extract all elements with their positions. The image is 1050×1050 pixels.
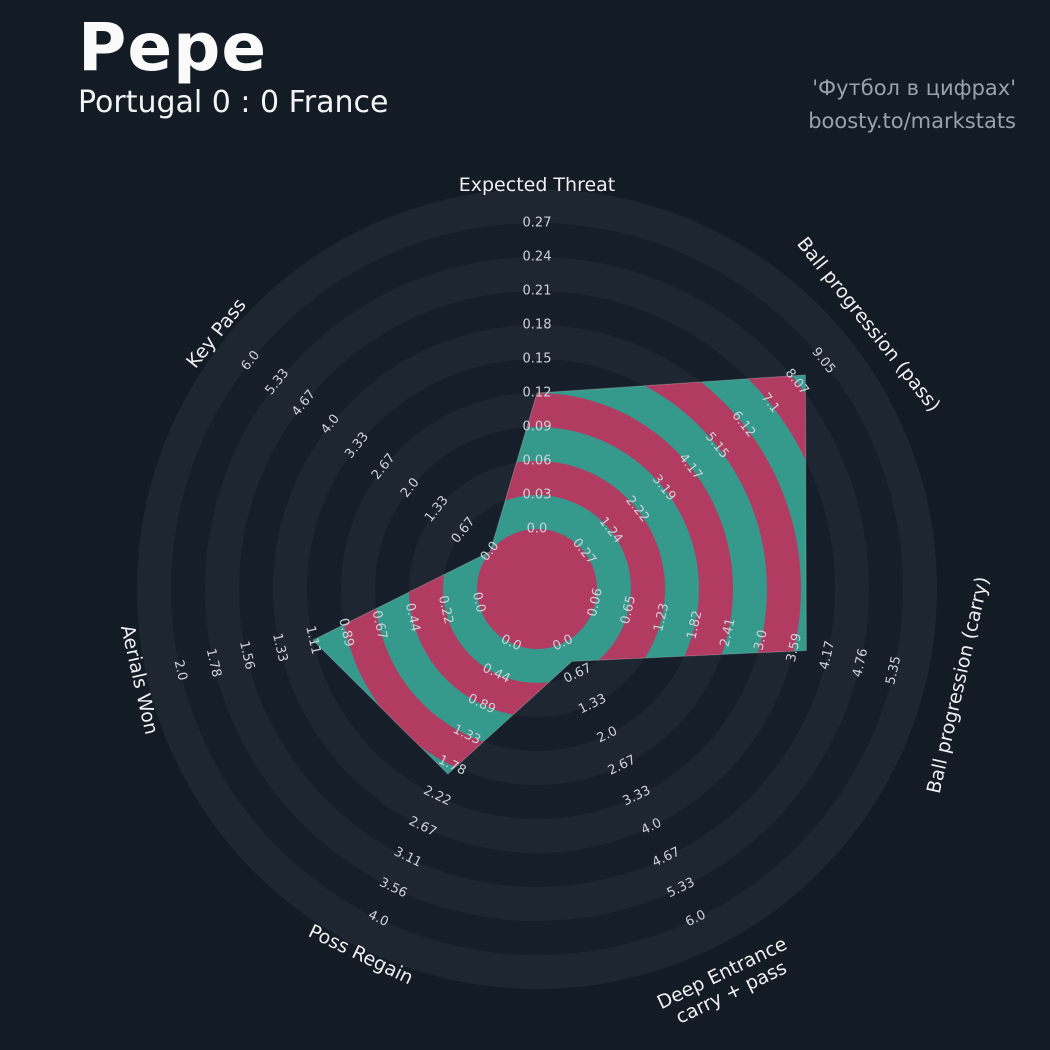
axis-tick-label: 0.65 bbox=[618, 594, 639, 626]
axis-tick-label: 1.56 bbox=[236, 640, 257, 672]
axis-tick-label: 4.76 bbox=[850, 647, 871, 679]
axis-tick-label: 0.89 bbox=[335, 617, 356, 649]
axis-tick-label: 1.82 bbox=[684, 609, 705, 641]
axis-tick-label: 1.33 bbox=[269, 632, 290, 664]
axis-tick-label: 0.15 bbox=[523, 352, 552, 367]
axis-tick-label: 0.12 bbox=[523, 386, 552, 401]
axis-tick-label: 0.06 bbox=[523, 454, 552, 469]
player-name: Pepe bbox=[78, 9, 268, 86]
axis-tick-label: 0.0 bbox=[469, 591, 488, 615]
axis-tick-label: 0.06 bbox=[585, 587, 606, 619]
axis-tick-label: 0.0 bbox=[527, 522, 548, 537]
radar-area-outline bbox=[312, 374, 807, 775]
axis-tick-label: 3.59 bbox=[784, 632, 805, 664]
match-score: Portugal 0 : 0 France bbox=[78, 85, 389, 121]
header: Pepe Portugal 0 : 0 France 'Футбол в циф… bbox=[78, 14, 1016, 137]
axis-tick-label: 0.44 bbox=[402, 602, 423, 634]
axis-tick-label: 1.78 bbox=[203, 647, 224, 679]
axis-tick-label: 0.09 bbox=[523, 420, 552, 435]
axis-tick-label: 2.41 bbox=[718, 617, 739, 649]
axis-tick-label: 1.23 bbox=[651, 602, 672, 634]
axis-tick-label: 0.03 bbox=[523, 488, 552, 503]
axis-tick-label: 0.22 bbox=[435, 594, 456, 626]
axis-tick-label: 0.18 bbox=[523, 318, 552, 333]
axis-tick-label: 1.11 bbox=[302, 624, 323, 656]
axis-tick-label: 0.27 bbox=[523, 216, 552, 231]
axis-tick-label: 0.24 bbox=[523, 250, 552, 265]
axis-tick-label: 0.67 bbox=[369, 609, 390, 641]
watermark: 'Футбол в цифрах' boosty.to/markstats bbox=[808, 72, 1016, 137]
watermark-brand: 'Футбол в цифрах' bbox=[812, 76, 1016, 100]
axis-tick-label: 4.17 bbox=[817, 640, 838, 672]
axis-tick-label: 0.21 bbox=[523, 284, 552, 299]
axis-tick-label: 3.0 bbox=[752, 628, 771, 652]
watermark-url: boosty.to/markstats bbox=[808, 108, 1016, 133]
center-circle bbox=[477, 529, 597, 649]
axis-tick-label: 2.0 bbox=[171, 659, 190, 683]
axis-tick-label: 5.35 bbox=[883, 655, 904, 687]
title-block: Pepe Portugal 0 : 0 France bbox=[78, 9, 389, 121]
axis-title: Expected Threat bbox=[459, 174, 616, 196]
